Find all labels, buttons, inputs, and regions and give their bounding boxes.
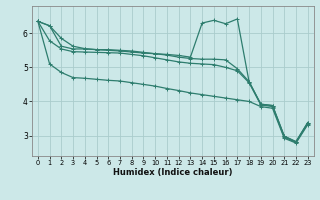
X-axis label: Humidex (Indice chaleur): Humidex (Indice chaleur) bbox=[113, 168, 233, 177]
